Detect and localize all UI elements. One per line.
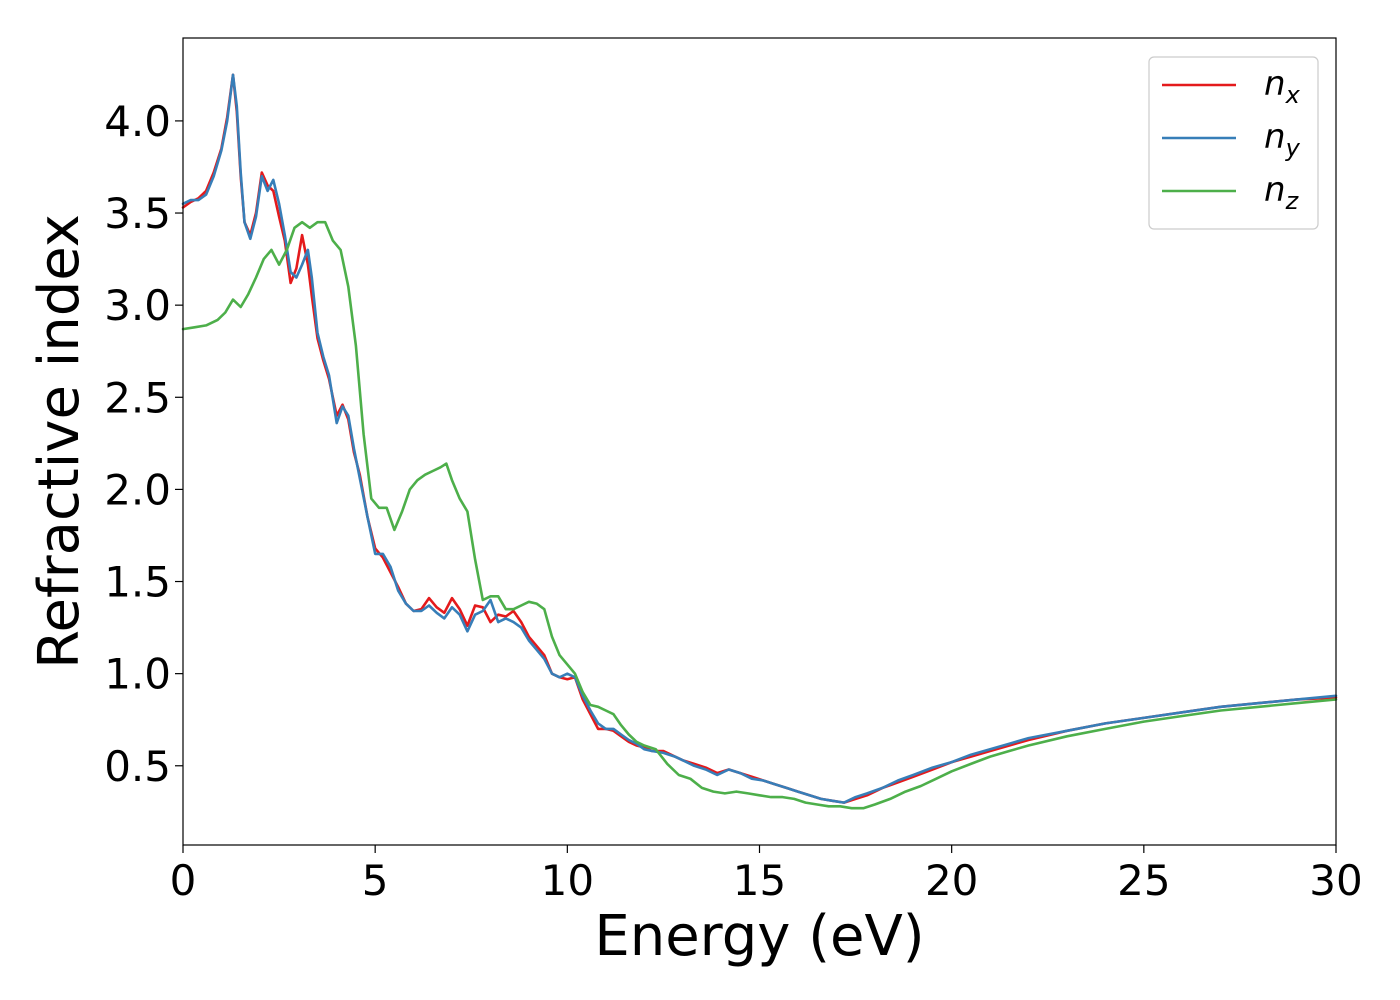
series-line-z xyxy=(181,220,1338,810)
series-layer xyxy=(181,73,1338,810)
x-axis: 0 5 10 15 20 25 30 xyxy=(170,845,1363,905)
y-tick-label: 0.5 xyxy=(104,742,171,791)
y-tick-label: 1.0 xyxy=(104,650,171,699)
y-tick-label: 3.5 xyxy=(104,189,171,238)
y-tick-label: 2.0 xyxy=(104,465,171,514)
x-axis-title: Energy (eV) xyxy=(594,904,924,969)
y-tick-label: 2.5 xyxy=(104,373,171,422)
y-tick-label: 3.0 xyxy=(104,281,171,330)
legend-label-x: nx xyxy=(1264,64,1301,109)
x-tick-label: 30 xyxy=(1309,856,1362,905)
legend: nx ny nz xyxy=(1148,56,1319,230)
x-tick-label: 25 xyxy=(1117,856,1170,905)
x-tick-label: 15 xyxy=(733,856,786,905)
y-axis-title: Refractive index xyxy=(27,214,92,669)
x-tick-label: 20 xyxy=(925,856,978,905)
y-tick-label: 1.5 xyxy=(104,558,171,607)
legend-label-y: ny xyxy=(1264,117,1301,162)
legend-box xyxy=(1148,56,1319,230)
legend-label-z: nz xyxy=(1264,170,1300,215)
y-tick-label: 4.0 xyxy=(104,97,171,146)
y-axis: 0.5 1.0 1.5 2.0 2.5 3.0 3.5 4.0 xyxy=(104,97,183,791)
x-tick-label: 0 xyxy=(170,856,197,905)
x-tick-label: 5 xyxy=(362,856,389,905)
x-tick-label: 10 xyxy=(541,856,594,905)
